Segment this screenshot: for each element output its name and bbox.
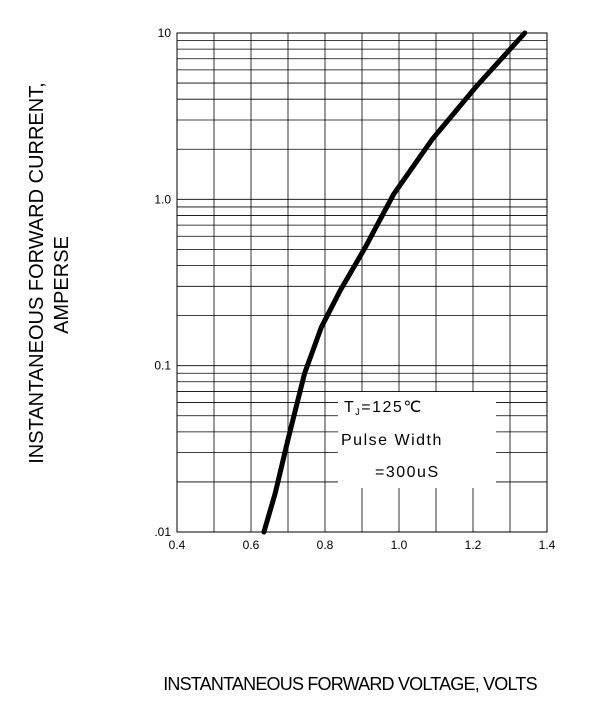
annotation-pulse-duration: =300uS — [375, 464, 440, 481]
x-tick-label: 0.4 — [169, 538, 186, 552]
series-layer — [261, 30, 528, 535]
y-tick-label: .01 — [154, 525, 171, 539]
x-tick-label: 1.4 — [539, 538, 556, 552]
y-tick-label: 0.1 — [154, 359, 171, 373]
x-tick-label: 0.8 — [317, 538, 334, 552]
y-tick-label: 10 — [158, 26, 172, 40]
x-tick-label: 1.2 — [465, 538, 482, 552]
annotation-pulse-width: Pulse Width — [341, 432, 443, 449]
x-tick-label: 0.6 — [243, 538, 260, 552]
annotation-background — [338, 392, 496, 488]
plot-frame — [176, 32, 548, 533]
forward-current-curve — [261, 30, 528, 535]
conditions-annotation: TJ=125℃ Pulse Width =300uS — [338, 392, 496, 488]
y-axis-label-line-1: INSTANTANEOUS FORWARD CURRENT, — [26, 82, 48, 464]
y-axis-label-line-2: AMPERSE — [51, 236, 73, 334]
tick-labels: 0.4 0.6 0.8 1.0 1.2 1.4 .01 0.1 1.0 10 — [154, 26, 555, 552]
y-tick-label: 1.0 — [154, 192, 171, 206]
x-axis-label: INSTANTANEOUS FORWARD VOLTAGE, VOLTS — [163, 674, 537, 694]
annotation-tj: TJ=125℃ — [344, 399, 423, 417]
x-tick-label: 1.0 — [391, 538, 408, 552]
